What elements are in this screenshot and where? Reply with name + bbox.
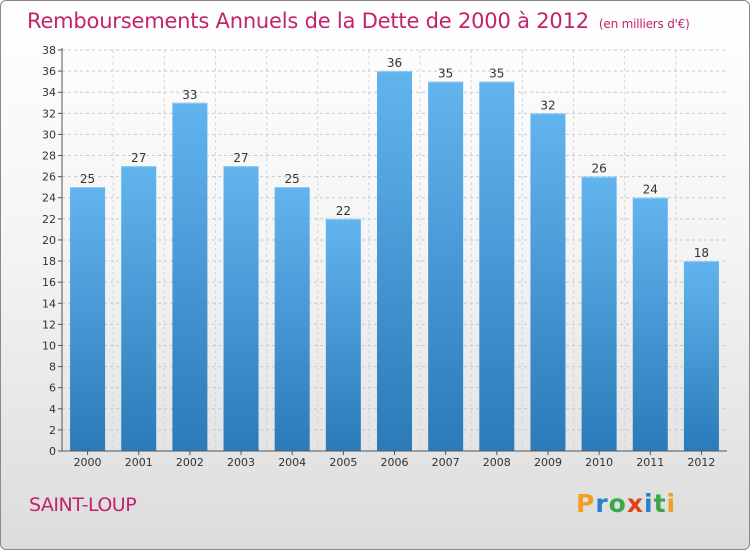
bar (428, 81, 464, 451)
chart-title-text: Remboursements Annuels de la Dette de 20… (27, 9, 589, 33)
y-tick-label: 24 (42, 192, 56, 205)
bar (121, 166, 157, 451)
y-tick-label: 4 (49, 403, 56, 416)
logo-letter: x (626, 489, 644, 518)
bar-value-label: 36 (387, 56, 402, 70)
bar (223, 166, 259, 451)
x-tick-label: 2008 (483, 456, 511, 469)
bar (683, 261, 719, 451)
y-tick-label: 14 (42, 297, 56, 310)
y-tick-label: 6 (49, 382, 56, 395)
y-tick-label: 36 (42, 65, 56, 78)
x-tick-label: 2001 (125, 456, 153, 469)
bar-value-label: 27 (233, 151, 248, 165)
bar-value-label: 18 (694, 246, 709, 260)
chart-title: Remboursements Annuels de la Dette de 20… (27, 9, 690, 33)
y-tick-label: 28 (42, 150, 56, 163)
x-tick-label: 2009 (534, 456, 562, 469)
y-tick-label: 10 (42, 339, 56, 352)
y-tick-label: 8 (49, 361, 56, 374)
logo-letter: t (653, 489, 667, 518)
y-tick-label: 0 (49, 445, 56, 458)
x-tick-label: 2002 (176, 456, 204, 469)
bar (530, 113, 566, 451)
commune-name: SAINT-LOUP (29, 494, 137, 516)
y-tick-label: 20 (42, 234, 56, 247)
logo-letter: i (644, 489, 654, 518)
y-tick-label: 12 (42, 318, 56, 331)
bar (479, 81, 515, 451)
bars (70, 71, 719, 452)
bar-value-label: 35 (438, 67, 453, 81)
x-tick-label: 2007 (432, 456, 460, 469)
bar-value-label: 22 (336, 204, 351, 218)
bar (581, 176, 617, 451)
y-tick-label: 2 (49, 424, 56, 437)
x-tick-label: 2010 (585, 456, 613, 469)
axes (58, 48, 727, 455)
x-tick-label: 2005 (329, 456, 357, 469)
bar-value-label: 24 (643, 183, 658, 197)
labels: 0246810121416182022242628303234363825200… (42, 44, 715, 469)
y-tick-label: 30 (42, 128, 56, 141)
bar-value-label: 25 (285, 172, 300, 186)
proxiti-logo: Proxiti (576, 489, 676, 518)
bar-value-label: 27 (131, 151, 146, 165)
logo-letter: i (666, 489, 677, 518)
bar (70, 187, 106, 451)
bar-value-label: 35 (489, 67, 504, 81)
y-tick-label: 32 (42, 107, 56, 120)
y-tick-label: 18 (42, 255, 56, 268)
bar (632, 197, 668, 451)
x-tick-label: 2000 (74, 456, 102, 469)
logo-letter: r (595, 489, 609, 518)
x-tick-label: 2012 (687, 456, 715, 469)
logo-letter: P (576, 489, 596, 518)
y-tick-label: 34 (42, 86, 56, 99)
y-tick-label: 26 (42, 171, 56, 184)
bar-value-label: 33 (182, 88, 197, 102)
bar (325, 218, 361, 451)
bar (377, 71, 412, 452)
x-tick-label: 2003 (227, 456, 255, 469)
bar-value-label: 32 (540, 98, 555, 112)
y-tick-label: 38 (42, 44, 56, 57)
logo-letter: o (608, 489, 627, 518)
y-tick-label: 16 (42, 276, 56, 289)
y-tick-label: 22 (42, 213, 56, 226)
x-tick-label: 2006 (381, 456, 409, 469)
bar-value-label: 26 (591, 162, 606, 176)
bar (172, 102, 208, 452)
bar-value-label: 25 (80, 172, 95, 186)
bar (274, 187, 310, 451)
x-tick-label: 2004 (278, 456, 306, 469)
x-tick-label: 2011 (636, 456, 664, 469)
chart-unit: (en milliers d'€) (598, 17, 690, 31)
